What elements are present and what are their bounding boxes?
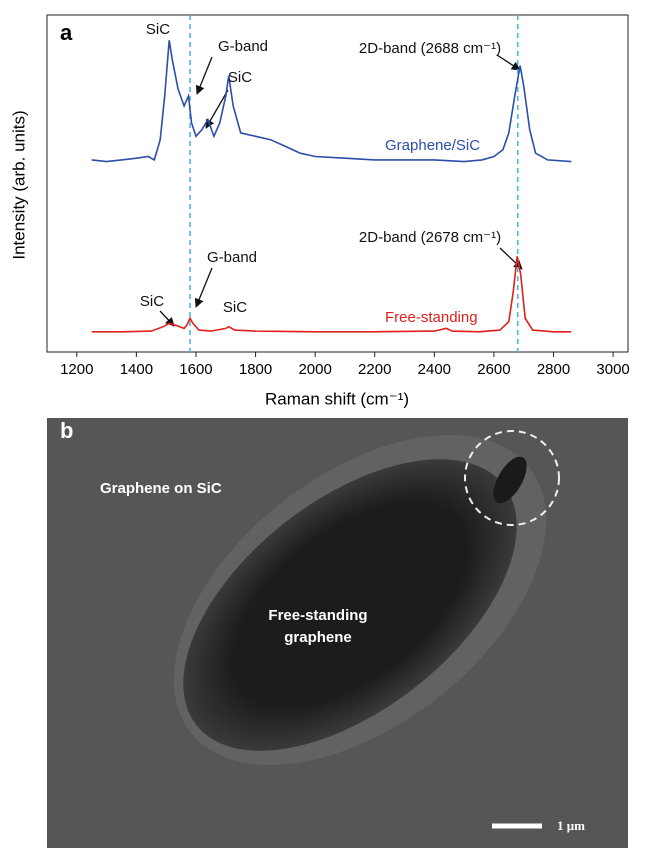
scale-bar-label: 1 μm [557,818,585,833]
x-tick-label: 1800 [239,361,272,378]
x-axis-title: Raman shift (cm⁻¹) [265,389,409,408]
annotation: 2D-band (2688 cm⁻¹) [359,40,501,57]
annotation: 2D-band (2678 cm⁻¹) [359,229,501,246]
x-tick-label: 2800 [537,361,570,378]
series-label: Free-standing [385,309,478,326]
panel-label: b [60,418,73,443]
series-label: Graphene/SiC [385,137,480,154]
y-axis-title: Intensity (arb. units) [9,110,28,259]
sem-image: b Graphene on SiC Free-standing graphene… [47,418,628,848]
center-label: Free-standing [268,607,367,624]
region-label: Graphene on SiC [100,480,222,497]
spectrum-line [91,256,572,333]
annotation: SiC [228,69,252,86]
x-tick-label: 2600 [477,361,510,378]
x-tick-label: 1200 [60,361,93,378]
annotation: G-band [207,249,257,266]
plot-frame [46,14,629,353]
x-tick-label: 1600 [179,361,212,378]
x-tick-label: 3000 [596,361,629,378]
x-tick-label: 1400 [120,361,153,378]
arrows [159,54,523,327]
x-tick-label: 2000 [298,361,331,378]
annotation: G-band [218,38,268,55]
panel-label: a [60,20,73,45]
spectrum-line [91,40,572,163]
center-label: graphene [284,629,352,646]
x-tick-label: 2200 [358,361,391,378]
x-tick-label: 2400 [418,361,451,378]
annotation: SiC [146,21,170,38]
annotation: SiC [140,293,164,310]
annotation: SiC [223,299,247,316]
